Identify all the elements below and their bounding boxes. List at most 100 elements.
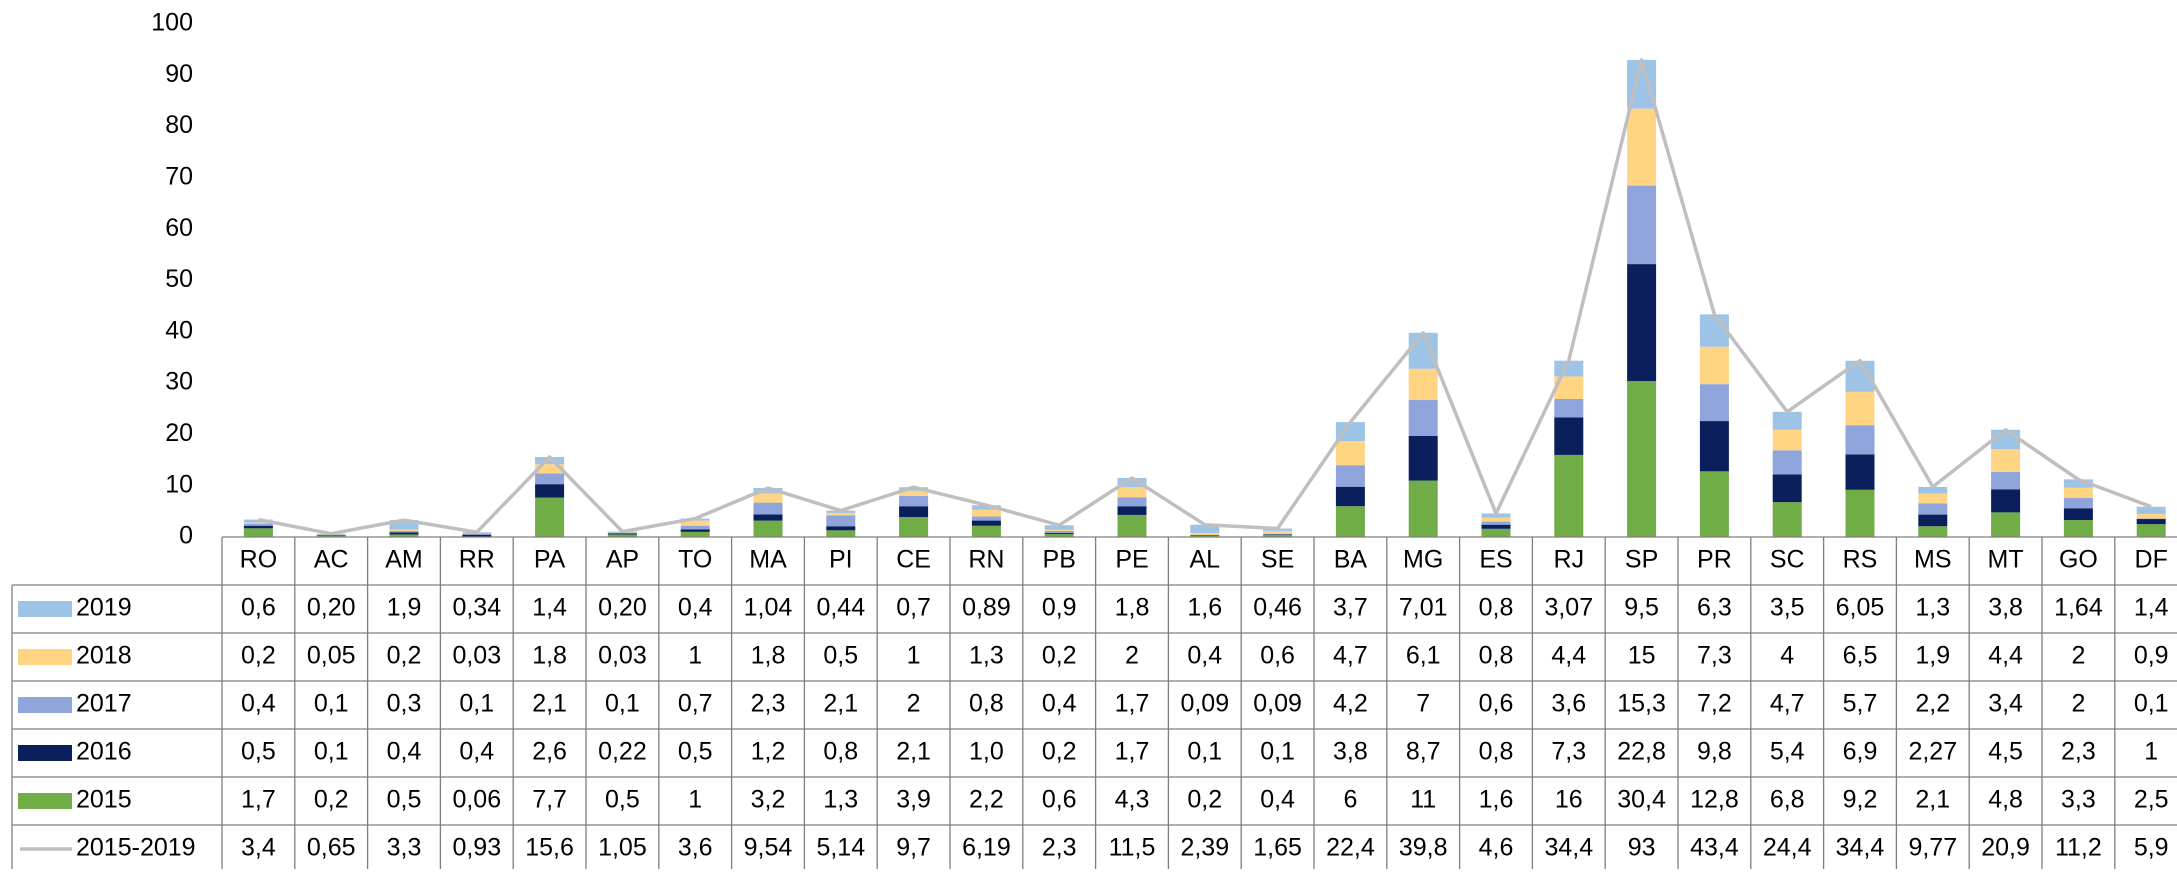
- bar-segment-2018-SP: [1627, 109, 1656, 186]
- table-cell-2018-AM: 0,2: [387, 642, 422, 670]
- table-cell-2018-PR: 7,3: [1697, 642, 1732, 670]
- table-cell-2017-SC: 4,7: [1770, 690, 1805, 718]
- bar-segment-2018-SC: [1773, 430, 1802, 451]
- table-cell-2017-DF: 0,1: [2134, 690, 2169, 718]
- table-cell-2016-PI: 0,8: [823, 738, 858, 766]
- bar-segment-2019-MG: [1409, 333, 1438, 369]
- table-cell-2019-CE: 0,7: [896, 594, 931, 622]
- bar-segment-2016-BA: [1336, 487, 1365, 506]
- table-cell-2016-RO: 0,5: [241, 738, 276, 766]
- table-cell-2017-MA: 2,3: [751, 690, 786, 718]
- table-cell-2016-RS: 6,9: [1843, 738, 1878, 766]
- bar-segment-2018-PE: [1118, 487, 1147, 497]
- table-cell-2016-SP: 22,8: [1617, 738, 1666, 766]
- table-cell-2016-SE: 0,1: [1260, 738, 1295, 766]
- table-cell-2015-AL: 0,2: [1187, 786, 1222, 814]
- bar-segment-2016-RJ: [1554, 417, 1583, 454]
- bar-segment-2016-TO: [681, 529, 710, 532]
- bar-segment-2019-SC: [1773, 412, 1802, 430]
- bar-segment-2016-ES: [1482, 525, 1511, 529]
- table-cell-2016-AP: 0,22: [598, 738, 647, 766]
- bar-segment-2018-DF: [2137, 514, 2166, 519]
- table-cell-2015-BA: 6: [1343, 786, 1357, 814]
- table-cell-2016-RJ: 7,3: [1551, 738, 1586, 766]
- table-cell-2015-2019-RS: 34,4: [1836, 834, 1885, 862]
- table-cell-2016-MG: 8,7: [1406, 738, 1441, 766]
- table-cell-2019-MG: 7,01: [1399, 594, 1448, 622]
- category-label-PA: PA: [534, 546, 566, 574]
- y-tick-label: 60: [165, 214, 193, 242]
- table-cell-2015-DF: 2,5: [2134, 786, 2169, 814]
- bar-segment-2015-MS: [1918, 526, 1947, 537]
- category-label-AM: AM: [385, 546, 423, 574]
- table-cell-2015-2019-MS: 9,77: [1908, 834, 1957, 862]
- bar-segment-2015-RN: [972, 526, 1001, 537]
- table-cell-2019-DF: 1,4: [2134, 594, 2169, 622]
- category-label-RN: RN: [968, 546, 1004, 574]
- table-cell-2018-SC: 4: [1780, 642, 1794, 670]
- table-cell-2017-CE: 2: [907, 690, 921, 718]
- bar-segment-2015-PA: [535, 497, 564, 537]
- bar-segment-2017-GO: [2064, 498, 2093, 508]
- table-cell-2019-PI: 0,44: [816, 594, 865, 622]
- bar-segment-2018-RN: [972, 510, 1001, 517]
- table-cell-2017-TO: 0,7: [678, 690, 713, 718]
- table-cell-2015-2019-PR: 43,4: [1690, 834, 1739, 862]
- category-label-PE: PE: [1115, 546, 1148, 574]
- bar-segment-2015-CE: [899, 517, 928, 537]
- table-cell-2015-GO: 3,3: [2061, 786, 2096, 814]
- table-cell-2015-2019-MA: 9,54: [744, 834, 793, 862]
- table-cell-2019-RN: 0,89: [962, 594, 1011, 622]
- table-cell-2015-2019-MT: 20,9: [1981, 834, 2030, 862]
- category-label-SE: SE: [1261, 546, 1294, 574]
- table-cell-2019-RJ: 3,07: [1544, 594, 1593, 622]
- table-cell-2015-2019-GO: 11,2: [2055, 834, 2102, 862]
- table-cell-2019-SP: 9,5: [1624, 594, 1659, 622]
- bar-segment-2018-MS: [1918, 494, 1947, 504]
- legend-label-2017: 2017: [76, 690, 132, 718]
- table-cell-2015-2019-MG: 39,8: [1399, 834, 1448, 862]
- table-cell-2019-SC: 3,5: [1770, 594, 1805, 622]
- y-tick-label: 10: [165, 470, 193, 498]
- table-cell-2015-2019-SE: 1,65: [1253, 834, 1302, 862]
- legend-label-2015: 2015: [76, 786, 132, 814]
- table-cell-2018-DF: 0,9: [2134, 642, 2169, 670]
- table-cell-2018-AC: 0,05: [307, 642, 356, 670]
- bar-segment-2016-SP: [1627, 264, 1656, 381]
- bar-segment-2018-GO: [2064, 488, 2093, 498]
- table-cell-2017-MT: 3,4: [1988, 690, 2023, 718]
- table-cell-2017-RO: 0,4: [241, 690, 276, 718]
- table-cell-2016-DF: 1: [2144, 738, 2158, 766]
- bar-segment-2015-PI: [826, 530, 855, 537]
- table-cell-2018-ES: 0,8: [1479, 642, 1514, 670]
- table-cell-2018-RJ: 4,4: [1551, 642, 1586, 670]
- bar-segment-2017-MA: [754, 503, 783, 515]
- table-cell-2018-RO: 0,2: [241, 642, 276, 670]
- bar-segment-2017-RS: [1846, 425, 1875, 454]
- y-tick-label: 90: [165, 60, 193, 88]
- bar-segment-2017-CE: [899, 496, 928, 506]
- bar-segment-2015-DF: [2137, 524, 2166, 537]
- y-tick-label: 40: [165, 316, 193, 344]
- table-cell-2015-SC: 6,8: [1770, 786, 1805, 814]
- table-cell-2015-PB: 0,6: [1042, 786, 1077, 814]
- bar-segment-2017-MT: [1991, 472, 2020, 489]
- table-cell-2015-RO: 1,7: [241, 786, 276, 814]
- table-cell-2015-SP: 30,4: [1617, 786, 1666, 814]
- table-cell-2015-AC: 0,2: [314, 786, 349, 814]
- table-cell-2019-AP: 0,20: [598, 594, 647, 622]
- bar-segment-2018-MG: [1409, 369, 1438, 400]
- bar-segment-2017-PE: [1118, 497, 1147, 506]
- category-label-RO: RO: [240, 546, 278, 574]
- category-label-PB: PB: [1043, 546, 1076, 574]
- table-cell-2015-2019-SP: 93: [1628, 834, 1656, 862]
- table-cell-2017-BA: 4,2: [1333, 690, 1368, 718]
- table-cell-2016-AM: 0,4: [387, 738, 422, 766]
- bar-segment-2017-PB: [1045, 531, 1074, 533]
- table-cell-2019-RR: 0,34: [452, 594, 501, 622]
- table-cell-2017-AL: 0,09: [1180, 690, 1229, 718]
- bar-segment-2017-PI: [826, 515, 855, 526]
- table-cell-2018-PA: 1,8: [532, 642, 567, 670]
- bar-segment-2016-RS: [1846, 454, 1875, 489]
